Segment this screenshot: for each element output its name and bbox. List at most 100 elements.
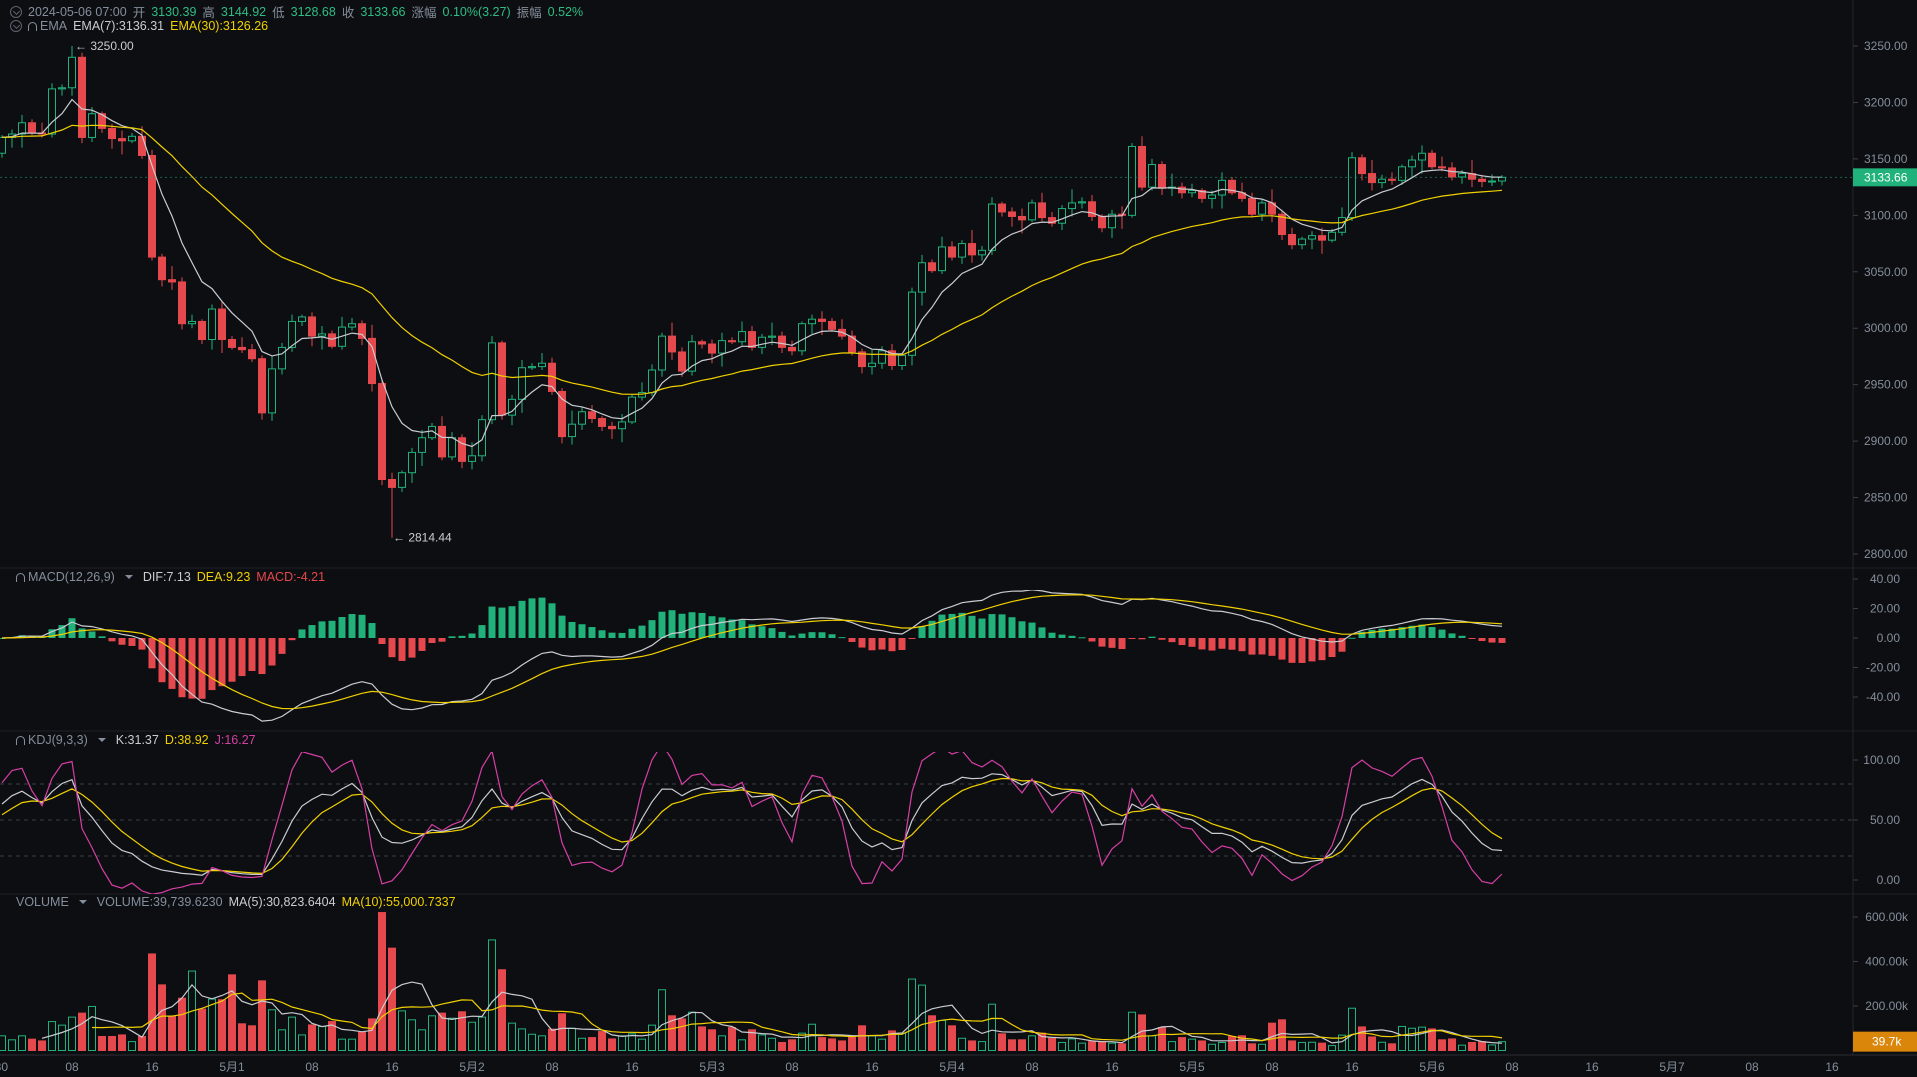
candle-up (618, 421, 626, 430)
volume-value: VOLUME:39,739.6230 (96, 895, 223, 909)
macd-histogram-bar (1288, 638, 1296, 663)
candle-up (768, 335, 776, 338)
macd-histogram-bar (778, 631, 786, 638)
volume-bar-up (268, 1009, 276, 1051)
macd-axis-label: 40.00 (1870, 572, 1900, 586)
volume-bar-up (1308, 1041, 1316, 1051)
macd-histogram-bar (1348, 637, 1356, 639)
price-pane[interactable] (0, 46, 1506, 538)
macd-histogram-bar (1048, 632, 1056, 638)
macd-pane[interactable] (0, 590, 1506, 722)
macd-histogram-bar (1218, 638, 1226, 649)
macd-dea: DEA:9.23 (196, 570, 251, 584)
candle-up (68, 56, 76, 89)
candle-up (48, 88, 56, 135)
volume-bar-up (1328, 1045, 1336, 1051)
volume-bar-down (1088, 1041, 1096, 1051)
candle-up (1058, 208, 1066, 224)
macd-histogram-bar (538, 597, 546, 638)
dropdown-caret-icon[interactable] (124, 575, 133, 579)
candle-up (878, 350, 886, 364)
volume-bar-down (178, 997, 186, 1052)
macd-histogram-bar (638, 625, 646, 638)
volume-bar-down (1278, 1019, 1286, 1051)
bell-icon[interactable] (28, 21, 37, 31)
volume-pane[interactable] (0, 912, 1506, 1052)
time-axis-label: 16 (145, 1060, 159, 1074)
volume-bar-up (448, 1017, 456, 1051)
candle-up (448, 437, 456, 458)
macd-histogram-bar (718, 617, 726, 638)
macd-histogram-bar (1088, 638, 1096, 642)
candle-up (808, 318, 816, 325)
volume-bar-down (308, 1024, 316, 1051)
macd-histogram-bar (518, 600, 526, 638)
macd-histogram-bar (128, 638, 136, 646)
volume-bar-up (208, 998, 216, 1051)
volume-bar-down (108, 1035, 116, 1052)
candle-down (328, 333, 336, 347)
macd-histogram-bar (1068, 635, 1076, 638)
macd-histogram-bar (748, 624, 756, 638)
volume-bar-up (1258, 1043, 1266, 1052)
bell-icon[interactable] (16, 572, 25, 582)
candle-down (1158, 164, 1166, 189)
volume-bar-up (988, 1003, 996, 1051)
candle-down (1248, 197, 1256, 215)
volume-label[interactable]: VOLUME (16, 895, 69, 909)
ema-indicator-button[interactable]: EMA (28, 19, 67, 33)
time-axis-label: 16 (1585, 1060, 1599, 1074)
volume-bar-down (888, 1030, 896, 1052)
volume-bar-down (1238, 1035, 1246, 1051)
volume-axis-label: 200.00k (1865, 999, 1909, 1013)
time-axis-label: 16 (625, 1060, 639, 1074)
macd-histogram-bar (948, 613, 956, 638)
macd-histogram-bar (678, 613, 686, 638)
kdj-pane[interactable] (0, 744, 1853, 894)
macd-histogram-bar (888, 638, 896, 652)
macd-histogram-bar (848, 638, 856, 642)
candle-up (18, 122, 26, 135)
candle-up (1028, 202, 1036, 221)
macd-histogram-bar (298, 629, 306, 638)
kdj-axis-label: 100.00 (1863, 753, 1900, 767)
time-axis-label: 08 (1745, 1060, 1759, 1074)
candle-down (108, 127, 116, 140)
candle-up (1488, 180, 1496, 183)
time-axis-label: 16 (1825, 1060, 1839, 1074)
candle-down (1038, 202, 1046, 219)
candle-down (1388, 178, 1396, 181)
macd-axis-label: 20.00 (1870, 602, 1900, 616)
macd-histogram-bar (1498, 638, 1506, 643)
volume-bar-up (718, 1035, 726, 1051)
volume-bar-down (1178, 1037, 1186, 1051)
collapse-chevron-icon[interactable] (10, 20, 22, 32)
volume-bar-up (958, 1037, 966, 1051)
candle-up (528, 366, 536, 369)
kdj-indicator-button[interactable]: KDJ(9,3,3) (16, 733, 88, 747)
volume-bar-down (548, 1028, 556, 1052)
dropdown-caret-icon[interactable] (78, 900, 87, 904)
candle-up (298, 316, 306, 322)
macd-indicator-button[interactable]: MACD(12,26,9) (16, 570, 115, 584)
volume-bar-up (538, 1035, 546, 1051)
price-axis-label: 3000.00 (1864, 321, 1908, 335)
candle-up (398, 472, 406, 488)
dropdown-caret-icon[interactable] (97, 738, 106, 742)
macd-histogram-bar (1078, 637, 1086, 639)
volume-axis-label: 600.00k (1865, 910, 1909, 924)
collapse-chevron-icon[interactable] (10, 5, 22, 18)
volume-bar-up (1408, 1027, 1416, 1051)
volume-bar-up (0, 1035, 6, 1051)
macd-histogram-bar (568, 621, 576, 638)
candle-up (428, 425, 436, 439)
low-label: 低 (272, 6, 285, 20)
macd-histogram-bar (1108, 638, 1116, 648)
macd-histogram-bar (458, 635, 466, 638)
time-axis-label: 08 (545, 1060, 559, 1074)
volume-bar-up (128, 1041, 136, 1051)
kdj-k-line (1, 773, 1503, 876)
bell-icon[interactable] (16, 735, 25, 745)
volume-bar-up (658, 989, 666, 1052)
